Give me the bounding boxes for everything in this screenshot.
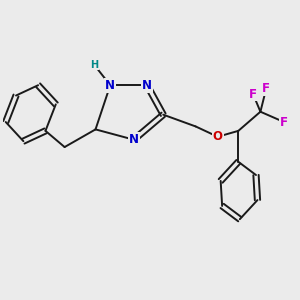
Text: N: N xyxy=(142,79,152,92)
Text: F: F xyxy=(249,88,257,100)
Text: O: O xyxy=(213,130,223,143)
Text: F: F xyxy=(262,82,270,95)
Text: F: F xyxy=(280,116,288,128)
Text: H: H xyxy=(90,60,98,70)
Text: N: N xyxy=(105,79,115,92)
Text: N: N xyxy=(129,133,139,146)
